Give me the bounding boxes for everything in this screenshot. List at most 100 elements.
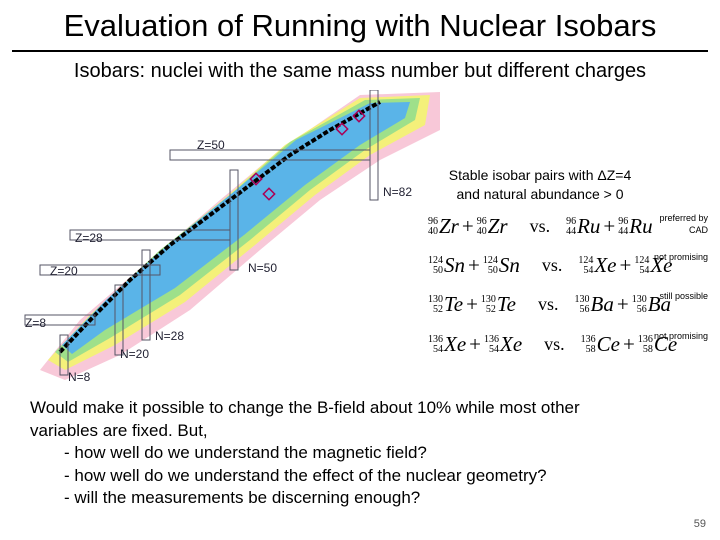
mass-number: 124 (634, 254, 650, 266)
atomic-number: 44 (618, 225, 629, 237)
isotope-numbers: 96 44 (618, 215, 629, 237)
nucleus: 96 40 Zr (477, 214, 508, 239)
element-symbol: Te (444, 292, 464, 316)
isotope-numbers: 124 50 (428, 254, 443, 276)
nuclide-chart (24, 90, 440, 380)
pairs-heading: Stable isobar pairs with ΔZ=4 and natural… (425, 166, 655, 204)
element-symbol: Sn (498, 253, 520, 277)
mass-number: 96 (476, 215, 487, 227)
atomic-number: 52 (433, 303, 443, 315)
plus: + (623, 332, 635, 356)
plus: + (468, 253, 480, 277)
mass-number: 124 (428, 254, 443, 266)
title: Evaluation of Running with Nuclear Isoba… (63, 8, 657, 43)
mass-number: 96 (566, 215, 577, 227)
chart-label: N=28 (155, 329, 185, 343)
mass-number: 96 (428, 215, 438, 227)
element-symbol: Ru (629, 214, 653, 238)
element-symbol: Sn (444, 253, 465, 277)
atomic-number: 40 (428, 225, 438, 237)
versus: vs. (541, 255, 563, 275)
body-line: variables are fixed. But, (30, 420, 208, 440)
isotope-numbers: 130 52 (428, 294, 443, 315)
element-symbol: Ba (647, 292, 672, 316)
atomic-number: 40 (476, 225, 487, 237)
element-symbol: Te (496, 292, 516, 316)
isotope-numbers: 124 54 (634, 254, 650, 276)
isotope-numbers: 96 40 (428, 215, 438, 237)
isotope-numbers: 130 56 (631, 293, 647, 315)
atomic-number: 56 (579, 303, 590, 315)
element-symbol: Xe (650, 253, 673, 277)
plus: + (616, 292, 629, 316)
atomic-number: 54 (433, 343, 443, 355)
versus: vs. (538, 294, 559, 314)
mass-number: 136 (484, 333, 499, 345)
pair-note: still possible (659, 291, 708, 301)
chart-label: N=20 (120, 347, 150, 361)
nucleus: 130 52 Te (428, 292, 463, 317)
nucleus: 96 44 Ru (618, 214, 652, 239)
page-number: 59 (693, 518, 706, 530)
versus: vs. (544, 334, 565, 354)
mass-number: 124 (482, 254, 498, 266)
nucleus: 96 40 Zr (428, 214, 459, 239)
atomic-number: 50 (487, 264, 498, 276)
isobar-pair: 124 50 Sn +124 50 Sn vs. 124 54 Xe +124 54 Xe (428, 253, 673, 278)
chart-label: Z=50 (197, 138, 225, 152)
element-symbol: Ce (653, 332, 678, 356)
mass-number: 130 (480, 293, 496, 305)
atomic-number: 52 (485, 303, 496, 315)
isotope-numbers: 130 52 (480, 293, 496, 315)
subtitle: Isobars: nuclei with the same mass numbe… (73, 60, 647, 82)
atomic-number: 54 (489, 343, 499, 355)
heading-line: and natural abundance > 0 (456, 186, 624, 202)
chart-label: N=82 (383, 185, 413, 199)
pair-note: not promising (653, 331, 708, 341)
chart-label: Z=8 (25, 316, 47, 330)
body-text: Would make it possible to change the B-f… (30, 397, 580, 510)
mass-number: 130 (574, 293, 590, 305)
nucleus: 124 54 Xe (634, 253, 672, 278)
nucleus: 136 58 Ce (581, 332, 620, 357)
atomic-number: 56 (636, 303, 647, 315)
body-bullet: - how well do we understand the magnetic… (64, 443, 427, 462)
mass-number: 130 (631, 293, 647, 305)
nucleus: 124 50 Sn (428, 253, 465, 278)
chart-label: Z=28 (75, 231, 103, 245)
isobar-pair: 96 40 Zr +96 40 Zr vs. 96 44 Ru +96 44 Ru (428, 214, 653, 239)
pair-note: not promising (653, 252, 708, 262)
element-symbol: Zr (487, 214, 508, 238)
isotope-numbers: 96 40 (476, 215, 487, 237)
isotope-numbers: 124 54 (578, 255, 594, 276)
element-symbol: Xe (444, 332, 467, 356)
nucleus: 136 54 Xe (428, 332, 466, 357)
atomic-number: 50 (433, 264, 443, 276)
body-line: Would make it possible to change the B-f… (30, 398, 580, 417)
atomic-number: 58 (642, 343, 653, 355)
chart-label: Z=20 (50, 264, 78, 278)
isotope-numbers: 130 56 (574, 293, 590, 315)
element-symbol: Ru (577, 214, 601, 238)
mass-number: 96 (618, 215, 629, 227)
isotope-numbers: 96 44 (566, 215, 577, 237)
element-symbol: Xe (500, 332, 523, 356)
isobar-pair: 130 52 Te +130 52 Te vs. 130 56 Ba +130 56 Ba (428, 292, 671, 317)
atomic-number: 54 (639, 264, 650, 276)
element-symbol: Zr (439, 214, 459, 238)
nucleus: 130 56 Ba (632, 292, 671, 317)
isotope-numbers: 136 54 (484, 333, 499, 355)
mass-number: 136 (428, 333, 443, 345)
versus: vs. (529, 216, 551, 236)
nucleus: 136 54 Xe (484, 332, 522, 357)
plus: + (619, 253, 632, 277)
nucleus: 124 54 Xe (578, 253, 616, 278)
element-symbol: Xe (594, 253, 617, 277)
atomic-number: 44 (566, 225, 577, 237)
isotope-numbers: 136 54 (428, 333, 443, 355)
isotope-numbers: 124 50 (482, 254, 498, 276)
isotope-numbers: 136 58 (581, 334, 596, 355)
atomic-number: 54 (583, 264, 594, 276)
body-bullet: - will the measurements be discerning en… (64, 488, 421, 507)
